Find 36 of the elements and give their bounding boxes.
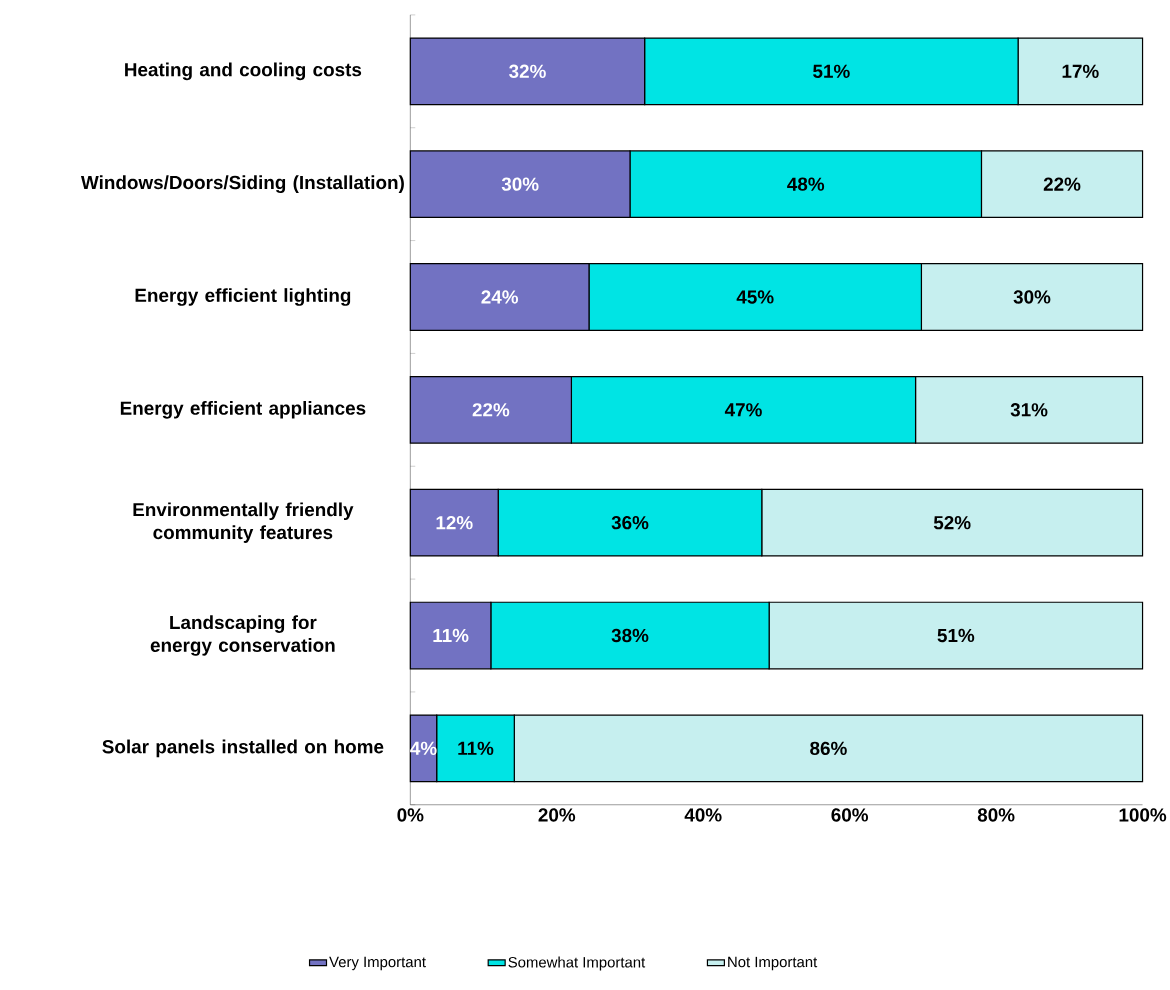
- data-label: 51%: [937, 629, 975, 643]
- x-tick-label: 0%: [397, 808, 424, 822]
- data-label: 31%: [1010, 403, 1048, 417]
- y-tick-label: Energy efficient lighting: [135, 288, 351, 307]
- data-label: 45%: [736, 290, 774, 304]
- data-label: 32%: [509, 64, 546, 79]
- x-tick-label: 60%: [831, 808, 869, 822]
- legend-label: Very Important: [329, 957, 426, 971]
- data-label: 48%: [787, 177, 825, 192]
- data-label: 17%: [1062, 64, 1099, 79]
- data-label: 22%: [472, 403, 510, 417]
- data-label: 86%: [810, 741, 847, 756]
- x-tick-label: 100%: [1119, 808, 1167, 822]
- y-tick-label: Solar panels installed on home: [102, 739, 384, 758]
- data-label: 24%: [481, 290, 519, 304]
- data-label: 11%: [433, 629, 469, 643]
- x-tick-label: 20%: [538, 808, 576, 822]
- data-label: 38%: [611, 629, 649, 643]
- y-tick-label: Environmentally friendly community features: [133, 502, 354, 544]
- x-tick-label: 40%: [684, 808, 722, 822]
- legend-label: Not Important: [728, 957, 818, 971]
- y-tick-label: Windows/Doors/Siding (Installation): [80, 175, 404, 194]
- data-label: 11%: [458, 741, 494, 756]
- x-tick-label: 80%: [977, 808, 1015, 822]
- data-label: 36%: [611, 516, 649, 530]
- data-label: 12%: [436, 516, 473, 530]
- legend-label: Somewhat Important: [508, 956, 646, 971]
- data-label: 30%: [1013, 290, 1051, 304]
- y-tick-label: Heating and cooling costs: [125, 62, 362, 81]
- y-tick-label: Landscaping for energy conservation: [150, 615, 335, 656]
- data-label: 30%: [501, 177, 539, 192]
- data-label: 52%: [933, 516, 971, 530]
- data-label: 47%: [724, 403, 762, 417]
- data-label: 22%: [1043, 177, 1081, 192]
- y-tick-label: Energy efficient appliances: [120, 401, 366, 419]
- data-label: 51%: [813, 64, 850, 79]
